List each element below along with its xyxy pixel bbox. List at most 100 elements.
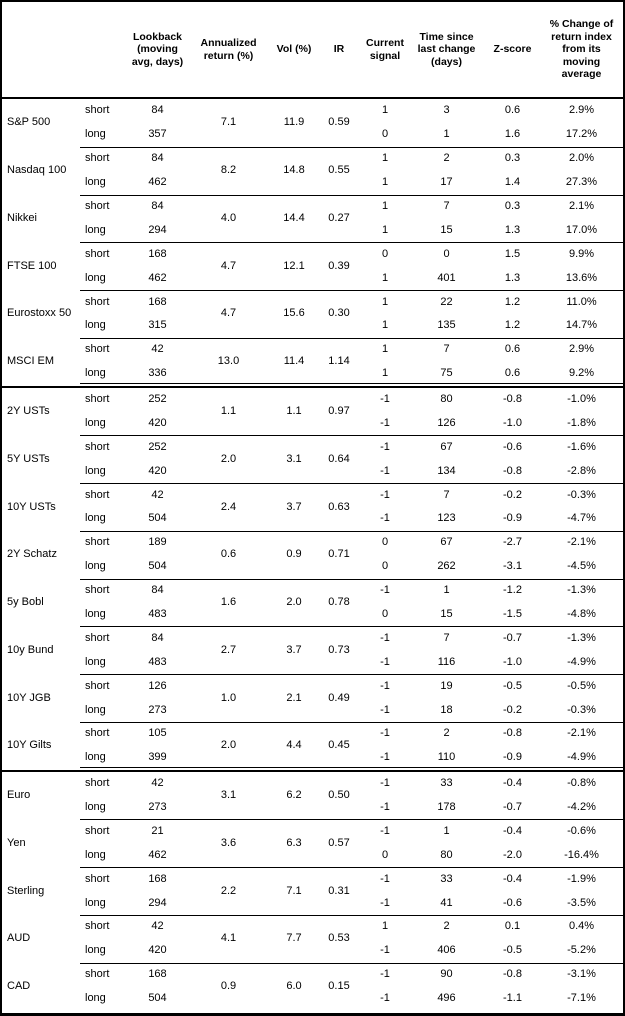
annualized-return-value: 0.9 [220, 980, 237, 993]
zscore-value: -0.5 [503, 944, 522, 957]
lookback-value: 21 [151, 824, 164, 837]
time-since-value: 1 [443, 128, 450, 141]
lookback-value: 42 [151, 343, 164, 356]
zscore-value: -0.2 [503, 488, 522, 501]
vol-value: 7.1 [286, 884, 302, 897]
signal-value: -1 [380, 944, 390, 957]
vol-value: 2.0 [286, 596, 302, 609]
term-label: long [85, 703, 106, 716]
zscore-value: 0.6 [504, 343, 521, 356]
term-label: short [85, 343, 110, 356]
asset-group: 10Y Gilts short 105 -1 2 -0.8 -2.1% long 399 -1 11… [2, 721, 623, 770]
asset-group: AUD short 42 1 2 0.1 0.4% long 420 -1 406 -0.5 -5.2%… [2, 915, 623, 963]
pct-change-value: -1.0% [567, 393, 596, 406]
signal-value: -1 [380, 393, 390, 406]
term-label: short [85, 488, 110, 501]
pct-change-value: -1.8% [567, 416, 596, 429]
vol-value: 14.4 [283, 211, 305, 224]
time-since-value: 33 [440, 872, 453, 885]
time-since-value: 80 [440, 848, 453, 861]
asset-group: 10y Bund short 84 -1 7 -0.7 -1.3% long 483 -1 116 -… [2, 626, 623, 674]
annualized-return-value: 1.6 [220, 596, 237, 609]
term-label: long [85, 801, 106, 814]
zscore-value: -0.8 [503, 393, 522, 406]
lookback-value: 336 [148, 367, 167, 380]
asset-name: Euro [7, 789, 31, 802]
zscore-value: -0.8 [503, 727, 522, 740]
lookback-value: 483 [148, 607, 167, 620]
ir-value: 0.59 [328, 116, 350, 129]
pct-change-value: -4.9% [567, 751, 596, 764]
time-since-value: 3 [443, 104, 450, 117]
section-equities: S&P 500 short 84 1 3 0.6 2.9% long 357 0 1 1.6 17.2%… [2, 99, 623, 386]
signal-value: -1 [380, 584, 390, 597]
lookback-value: 42 [151, 920, 164, 933]
pct-change-value: 17.0% [565, 223, 598, 236]
asset-group: 10Y JGB short 126 -1 19 -0.5 -0.5% long 273 -1 18 -… [2, 674, 623, 722]
vol-value: 4.4 [286, 739, 302, 752]
pct-change-value: -2.8% [567, 464, 596, 477]
ir-value: 1.14 [328, 355, 350, 368]
zscore-value: 1.2 [504, 319, 521, 332]
pct-change-value: 17.2% [565, 128, 598, 141]
signal-value: -1 [380, 872, 390, 885]
vol-value: 3.7 [286, 643, 302, 656]
col-header-ir: IR [333, 43, 345, 56]
lookback-value: 294 [148, 896, 167, 909]
zscore-value: 1.4 [504, 176, 521, 189]
ir-value: 0.15 [328, 980, 350, 993]
zscore-value: -0.6 [503, 896, 522, 909]
annualized-return-value: 2.0 [220, 452, 237, 465]
signal-value: -1 [380, 464, 390, 477]
term-label: short [85, 679, 110, 692]
lookback-value: 420 [148, 944, 167, 957]
term-label: long [85, 848, 106, 861]
signal-value: -1 [380, 824, 390, 837]
annualized-return-value: 4.1 [220, 932, 237, 945]
lookback-value: 168 [148, 295, 167, 308]
term-label: short [85, 584, 110, 597]
zscore-value: -0.9 [503, 512, 522, 525]
zscore-value: -1.0 [503, 416, 522, 429]
time-since-value: 7 [443, 199, 450, 212]
pct-change-value: -0.3% [567, 703, 596, 716]
asset-group: CAD short 168 -1 90 -0.8 -3.1% long 504 -1 496 -1.1… [2, 962, 623, 1011]
pct-change-value: -7.1% [567, 992, 596, 1005]
lookback-value: 168 [148, 968, 167, 981]
term-label: long [85, 512, 106, 525]
asset-name: 5y Bobl [7, 596, 44, 609]
signal-value: 0 [381, 560, 389, 573]
signal-value: 1 [381, 223, 389, 236]
annualized-return-value: 2.0 [220, 739, 237, 752]
signal-value: -1 [380, 655, 390, 668]
term-label: long [85, 271, 106, 284]
zscore-value: -1.1 [503, 992, 522, 1005]
pct-change-value: 11.0% [566, 295, 597, 308]
annualized-return-value: 4.0 [220, 211, 237, 224]
lookback-value: 420 [148, 416, 167, 429]
lookback-value: 462 [148, 176, 167, 189]
col-header-pct-change: % Change of return index from its moving… [549, 18, 614, 81]
lookback-value: 84 [151, 584, 164, 597]
term-label: short [85, 393, 110, 406]
pct-change-value: 0.4% [568, 920, 595, 933]
pct-change-value: -2.1% [567, 536, 596, 549]
time-since-value: 67 [440, 536, 453, 549]
pct-change-value: -16.4% [564, 848, 599, 861]
time-since-value: 126 [437, 416, 456, 429]
pct-change-value: -4.5% [567, 560, 596, 573]
term-label: long [85, 464, 106, 477]
section-currencies: Euro short 42 -1 33 -0.4 -0.8% long 273 -1 178 -0.7… [2, 769, 623, 1011]
lookback-value: 168 [148, 872, 167, 885]
zscore-value: -1.0 [503, 655, 522, 668]
pct-change-value: -4.7% [567, 512, 596, 525]
asset-group: Yen short 21 -1 1 -0.4 -0.6% long 462 0 80 -2.0 -16.… [2, 819, 623, 867]
vol-value: 7.7 [286, 932, 302, 945]
term-label: long [85, 655, 106, 668]
pct-change-value: -1.9% [567, 872, 596, 885]
term-label: short [85, 631, 110, 644]
lookback-value: 42 [151, 777, 164, 790]
lookback-value: 84 [151, 631, 164, 644]
term-label: long [85, 607, 106, 620]
